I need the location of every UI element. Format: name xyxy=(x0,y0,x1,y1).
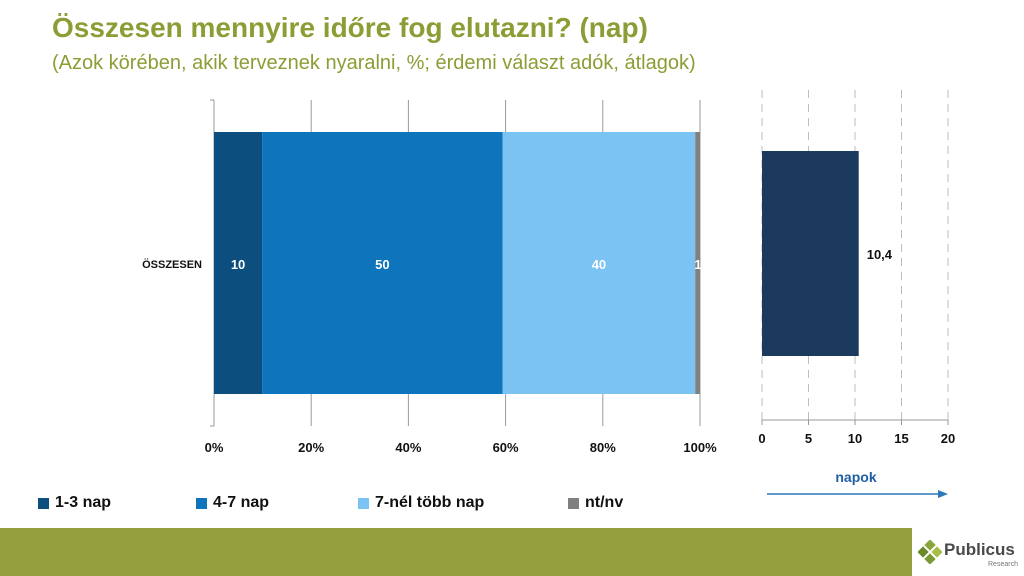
charts-canvas: 0% 20% 40% 60% 80% 100%ÖSSZESEN 10 50 40 10 5 10 15 2… xyxy=(142,90,955,498)
x-axis-label: napok xyxy=(835,469,876,485)
x-tick-label: 5 xyxy=(805,431,812,446)
arrow-head-icon xyxy=(938,490,948,498)
legend-swatch xyxy=(358,497,369,509)
data-label: 1 xyxy=(694,257,701,272)
x-tick-label: 20% xyxy=(298,440,324,455)
logo-subtitle: Research xyxy=(988,561,1018,568)
legend-swatch xyxy=(568,497,579,509)
legend-swatch xyxy=(196,497,207,509)
x-tick-label: 100% xyxy=(683,440,717,455)
x-tick-label: 80% xyxy=(590,440,616,455)
page-title: Összesen mennyire időre fog elutazni? (n… xyxy=(52,12,648,43)
bar-segment-1-3-nap xyxy=(214,132,263,394)
x-tick-label: 20 xyxy=(941,431,955,446)
avg-days-bar xyxy=(762,151,859,356)
logo-name: Publicus xyxy=(944,540,1015,559)
legend-swatch xyxy=(38,497,49,509)
legend-item: nt/nv xyxy=(568,492,623,514)
category-label: ÖSSZESEN xyxy=(142,258,202,271)
legend-item: 7-nél több nap xyxy=(358,492,484,514)
x-tick-label: 40% xyxy=(395,440,421,455)
publicus-logo-icon xyxy=(918,540,942,564)
x-tick-label: 15 xyxy=(894,431,908,446)
bar-segment-7-n-l-t-bb-nap xyxy=(502,132,696,394)
bar-segment-4-7-nap xyxy=(262,132,503,394)
bar-segment-nt-nv xyxy=(695,132,700,394)
data-label: 50 xyxy=(375,257,389,272)
legend-item: 4-7 nap xyxy=(196,492,269,514)
legend-label: 1-3 nap xyxy=(55,494,112,511)
footer-bar xyxy=(0,528,912,576)
x-tick-label: 0% xyxy=(205,440,224,455)
legend-item: 1-3 nap xyxy=(38,492,111,514)
data-label: 10 xyxy=(231,257,245,272)
x-tick-label: 0 xyxy=(758,431,765,446)
publicus-logo: Publicus Research xyxy=(918,534,1024,574)
legend-label: 7-nél több nap xyxy=(375,494,485,511)
page-subtitle: (Azok körében, akik terveznek nyaralni, … xyxy=(52,52,696,74)
data-label: 10,4 xyxy=(867,247,893,262)
legend-label: 4-7 nap xyxy=(213,494,270,511)
legend: 1-3 nap 4-7 nap 7-nél több nap nt/nv xyxy=(38,492,678,514)
x-tick-label: 60% xyxy=(493,440,519,455)
x-tick-label: 10 xyxy=(848,431,862,446)
data-label: 40 xyxy=(592,257,606,272)
legend-label: nt/nv xyxy=(585,494,624,511)
